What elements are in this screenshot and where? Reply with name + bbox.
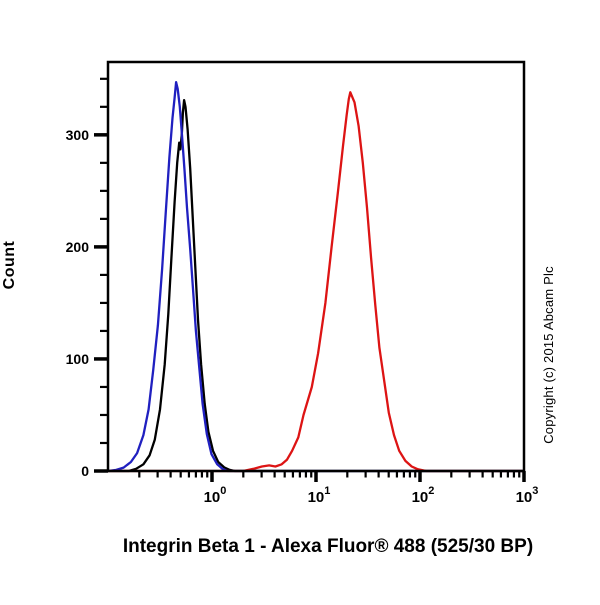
- chart-title: Integrin Beta 1 - Alexa Fluor® 488 (525/…: [122, 536, 534, 557]
- x-tick-label: 101: [308, 485, 331, 506]
- x-tick-label: 102: [412, 485, 435, 506]
- copyright-notice: Copyright (c) 2015 Abcam Plc: [541, 266, 556, 444]
- y-axis-title: Count: [1, 240, 18, 290]
- x-tick-label: 100: [204, 485, 227, 506]
- y-tick-label: 0: [81, 463, 89, 479]
- y-tick-label: 300: [66, 127, 90, 143]
- y-tick-label: 100: [66, 351, 90, 367]
- blue-curve: [106, 81, 526, 473]
- red-curve: [106, 91, 526, 473]
- y-tick-label: 200: [66, 239, 90, 255]
- x-tick-label: 103: [516, 485, 539, 506]
- black-curve: [106, 98, 526, 473]
